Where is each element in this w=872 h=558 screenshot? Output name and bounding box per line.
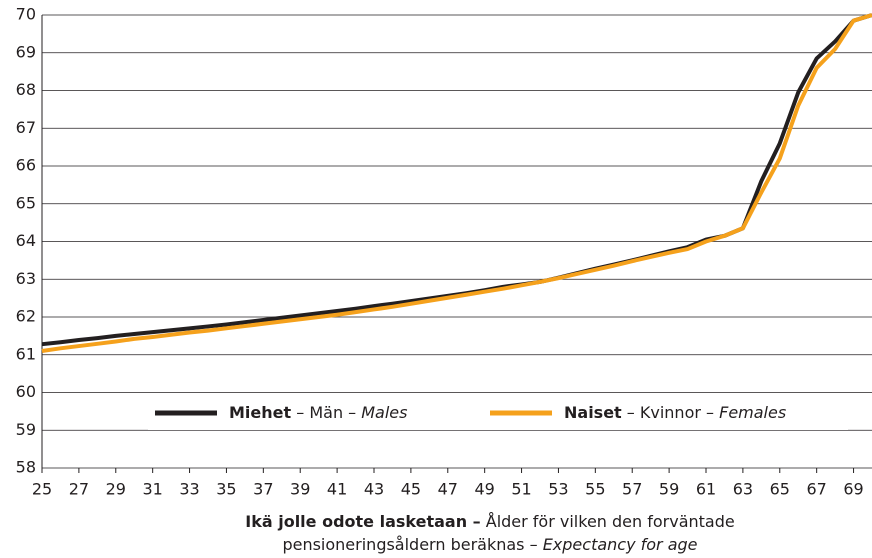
x-axis-title: pensioneringsåldern beräknas – Expectanc…	[282, 535, 697, 554]
x-tick-label: 69	[843, 480, 863, 499]
legend-name-sv: – Kvinnor –	[622, 403, 719, 422]
lines	[41, 13, 872, 353]
x-tick-label: 31	[142, 480, 162, 499]
x-tick-label: 27	[69, 480, 89, 499]
x-tick-label: 29	[106, 480, 126, 499]
y-tick-label: 67	[16, 118, 36, 137]
legend-label: Miehet – Män – Males	[229, 403, 407, 422]
y-tick-label: 61	[16, 344, 36, 363]
x-title-italic: Expectancy for age	[543, 535, 698, 554]
x-tick-label: 39	[290, 480, 310, 499]
legend-name-en: Females	[719, 403, 786, 422]
x-axis-title: Ikä jolle odote lasketaan – Ålder för vi…	[245, 512, 734, 531]
legend-name-sv: – Män –	[291, 403, 361, 422]
legend-name: Naiset	[564, 403, 622, 422]
legend-label: Naiset – Kvinnor – Females	[564, 403, 786, 422]
x-tick-label: 43	[364, 480, 384, 499]
x-tick-label: 61	[696, 480, 716, 499]
x-tick-label: 57	[622, 480, 642, 499]
y-tick-label: 69	[16, 42, 36, 61]
y-tick-label: 62	[16, 307, 36, 326]
y-tick-label: 58	[16, 458, 36, 477]
x-title-text: pensioneringsåldern beräknas –	[282, 535, 542, 554]
y-tick-label: 66	[16, 156, 36, 175]
legend: Miehet – Män – Males Naiset – Kvinnor – …	[148, 396, 848, 430]
y-tick-label: 68	[16, 80, 36, 99]
legend-name: Miehet	[229, 403, 292, 422]
y-tick-label: 64	[16, 231, 36, 250]
legend-name-en: Males	[361, 403, 407, 422]
x-tick-label: 53	[548, 480, 568, 499]
y-tick-label: 63	[16, 269, 36, 288]
x-tick-label: 41	[327, 480, 347, 499]
y-tick-label: 60	[16, 382, 36, 401]
x-tick-label: 51	[511, 480, 531, 499]
x-tick-label: 25	[32, 480, 52, 499]
x-tick-label: 45	[401, 480, 421, 499]
series-line	[41, 13, 872, 353]
x-tick-label: 33	[179, 480, 199, 499]
x-tick-label: 55	[585, 480, 605, 499]
x-title-bold: Ikä jolle odote lasketaan –	[245, 512, 480, 531]
x-tick-label: 49	[474, 480, 494, 499]
x-tick-label: 47	[438, 480, 458, 499]
x-tick-label: 35	[216, 480, 236, 499]
x-tick-label: 59	[659, 480, 679, 499]
x-tick-label: 37	[253, 480, 273, 499]
x-tick-label: 63	[733, 480, 753, 499]
y-tick-label: 65	[16, 193, 36, 212]
x-tick-label: 65	[770, 480, 790, 499]
x-title-text: Ålder för vilken den forväntade	[481, 512, 735, 531]
y-tick-label: 70	[16, 5, 36, 24]
grid	[41, 14, 872, 473]
y-tick-label: 59	[16, 420, 36, 439]
x-tick-label: 67	[806, 480, 826, 499]
